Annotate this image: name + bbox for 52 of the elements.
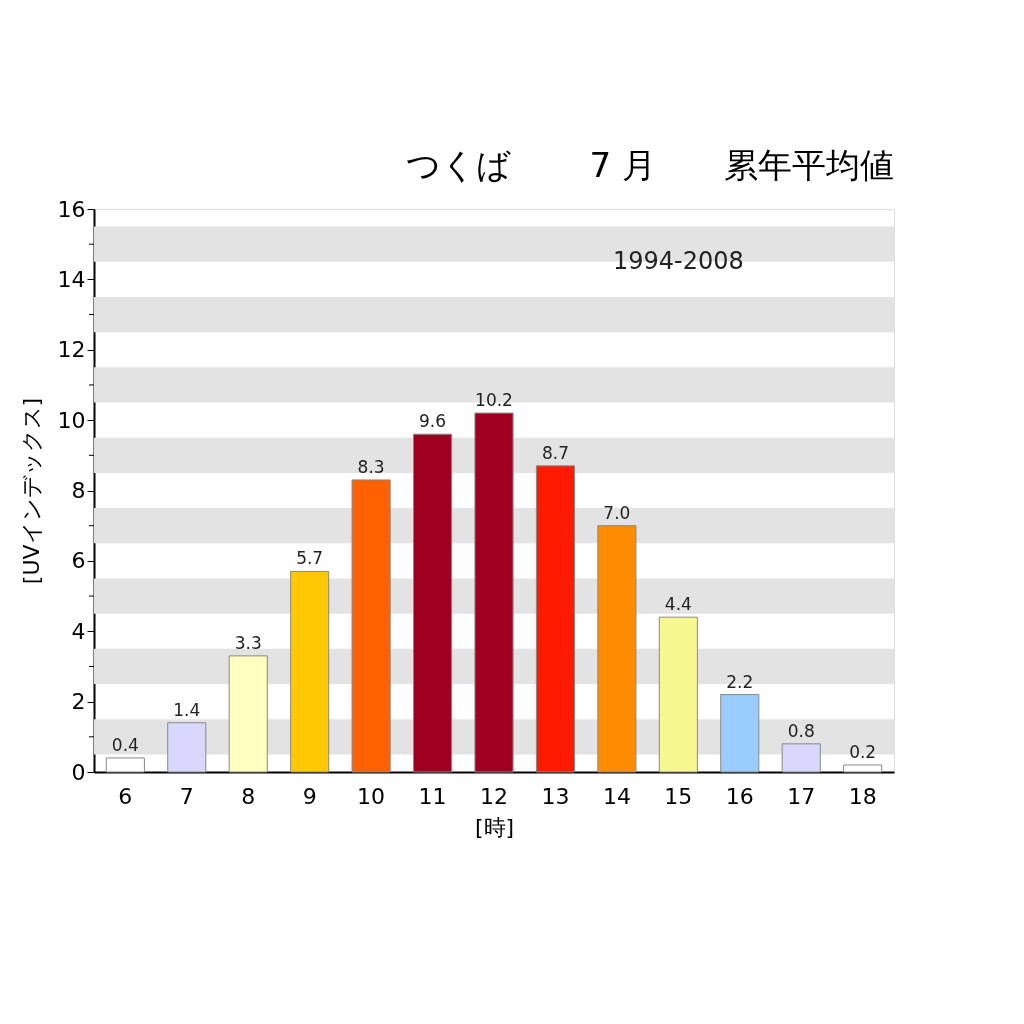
y-tick-label: 0 (71, 759, 86, 785)
y-axis-title: [UVインデックス] (18, 397, 44, 585)
bar (781, 743, 821, 773)
x-axis-title: [時] (474, 814, 515, 840)
x-tick-label: 6 (118, 783, 133, 809)
annotation: 1994-2008 (612, 246, 744, 275)
data-label: 0.8 (787, 720, 815, 741)
y-tick-label: 14 (57, 266, 86, 292)
x-tick-label: 9 (302, 783, 317, 809)
y-tick-label: 12 (57, 337, 86, 363)
x-tick-label: 12 (480, 783, 508, 809)
bar (228, 655, 268, 773)
bar (843, 764, 883, 773)
bar (167, 722, 207, 773)
x-tick-label: 7 (179, 783, 194, 809)
data-label: 10.2 (475, 390, 513, 411)
data-label: 4.4 (664, 594, 692, 615)
bar (105, 757, 145, 773)
data-label: 2.2 (726, 671, 754, 692)
y-tick-label: 4 (71, 618, 86, 644)
data-label: 8.3 (357, 456, 385, 477)
y-tick-label: 8 (71, 478, 86, 503)
bar (597, 525, 637, 773)
y-tick-label: 2 (71, 689, 86, 715)
data-label: 0.4 (111, 734, 139, 755)
x-tick-label: 8 (241, 783, 256, 809)
y-tick-label: 10 (57, 407, 86, 433)
bar (720, 694, 760, 773)
x-tick-label: 11 (418, 783, 447, 809)
x-tick-label: 14 (602, 783, 631, 809)
bar (290, 570, 330, 773)
x-tick-label: 13 (541, 783, 570, 809)
bar (351, 479, 391, 773)
bar (658, 616, 698, 773)
chart-title: つくば 7 月 累年平均値 (405, 145, 894, 185)
bar (413, 433, 453, 773)
y-tick-label: 6 (71, 548, 86, 574)
data-label: 5.7 (296, 548, 324, 569)
x-tick-label: 17 (787, 783, 816, 809)
x-tick-label: 10 (357, 783, 386, 809)
data-label: 0.2 (849, 741, 877, 762)
data-label: 9.6 (419, 411, 447, 432)
x-tick-label: 16 (725, 783, 754, 809)
x-tick-label: 18 (848, 783, 877, 809)
data-label: 7.0 (603, 502, 631, 523)
bar (474, 412, 514, 773)
x-tick-label: 15 (664, 783, 693, 809)
bar (535, 465, 575, 773)
y-tick-label: 16 (57, 196, 86, 222)
data-label: 8.7 (541, 442, 569, 463)
data-label: 3.3 (234, 632, 262, 653)
data-label: 1.4 (173, 699, 201, 720)
